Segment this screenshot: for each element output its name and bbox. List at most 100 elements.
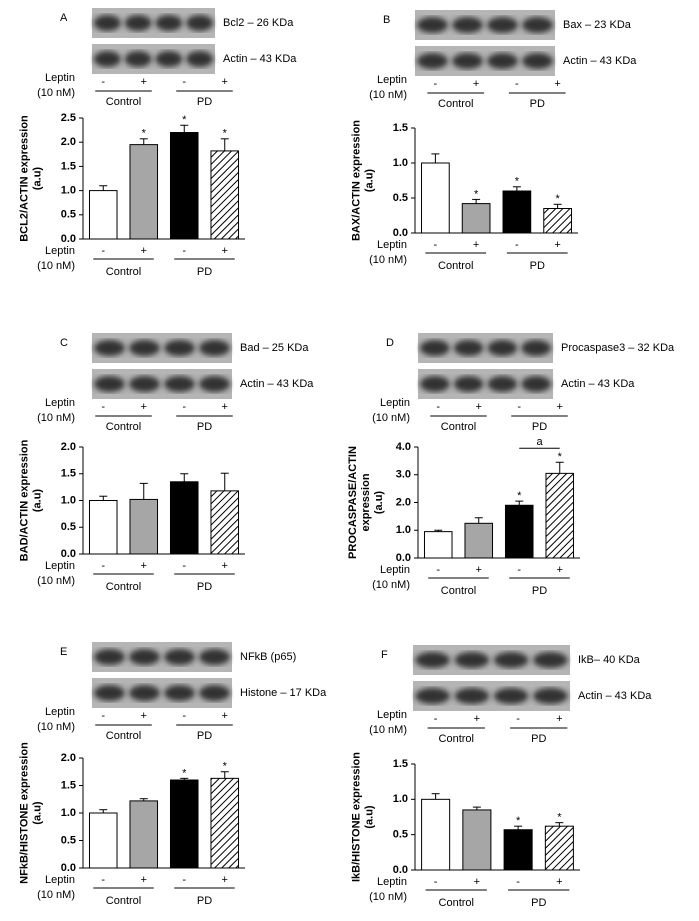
group-label: PD: [197, 266, 212, 278]
significance-mark: *: [474, 188, 479, 200]
bar: [169, 132, 199, 240]
error-bar: [515, 500, 524, 506]
blot-spot: [416, 53, 449, 69]
group-label: Control: [438, 260, 473, 272]
leptin-label: Leptin: [377, 709, 407, 721]
blot-spot: [155, 15, 183, 31]
bar: [462, 809, 492, 871]
bar: [544, 825, 574, 871]
blot-spot: [128, 340, 161, 356]
y-tick-label: 1.0: [61, 494, 76, 506]
blot-sign: -: [515, 78, 519, 90]
leptin-unit: (10 nM): [37, 260, 75, 272]
blot-spot: [521, 53, 554, 69]
x-tick-label: +: [141, 874, 147, 886]
blot-label: Bax – 23 KDa: [563, 19, 632, 31]
y-tick-label: 0.5: [393, 829, 408, 841]
blot-group: PD: [197, 96, 212, 108]
blot-sign: -: [516, 713, 520, 725]
blot-label: Actin – 43 KDa: [561, 378, 635, 390]
bar: [88, 500, 118, 555]
blot-group: Control: [106, 730, 141, 742]
x-tick-label: +: [222, 560, 228, 572]
blot-spot: [163, 649, 196, 665]
error-bar: [555, 461, 564, 474]
blot-spot: [532, 652, 568, 668]
bar: [423, 531, 453, 559]
significance-mark: *: [555, 193, 560, 205]
group-label: PD: [530, 260, 545, 272]
blot-spot: [453, 376, 484, 392]
y-tick-label: 0.0: [61, 233, 76, 245]
blot-sign: +: [554, 78, 560, 90]
bar: [210, 490, 240, 555]
y-tick-label: 0.5: [61, 209, 76, 221]
blot: [413, 645, 570, 675]
blot-spot: [493, 688, 529, 704]
bar: [88, 812, 118, 869]
error-bar: [555, 822, 564, 827]
y-axis-label: (a.u): [363, 805, 375, 829]
group-label: Control: [106, 581, 141, 593]
x-tick-label: -: [182, 245, 186, 257]
leptin-unit: (10 nM): [369, 254, 407, 266]
blot-spot: [124, 51, 152, 67]
y-tick-label: 0.5: [393, 192, 408, 204]
y-tick-label: 4.0: [396, 441, 411, 453]
blot-spot: [486, 53, 519, 69]
comparison-label: a: [536, 436, 543, 448]
error-bar: [512, 186, 521, 191]
blot-group: Control: [106, 421, 141, 433]
blot-label: IkB– 40 KDa: [578, 654, 641, 666]
blot-spot: [521, 376, 552, 392]
blot-sign: -: [101, 76, 105, 88]
blot-spot: [93, 15, 122, 31]
y-axis-label: (a.u): [31, 801, 43, 825]
panel-letter: F: [381, 649, 388, 661]
blot-label: NFkB (p65): [240, 651, 296, 663]
y-tick-label: 3.0: [396, 469, 411, 481]
blot-spot: [163, 340, 196, 356]
blot-spot: [155, 51, 183, 67]
leptin-unit: (10 nM): [37, 575, 75, 587]
x-tick-label: +: [141, 560, 147, 572]
leptin-unit: (10 nM): [372, 579, 410, 591]
blot-spot: [185, 15, 214, 31]
panel-letter: E: [60, 646, 67, 658]
blot: [415, 46, 555, 76]
blot: [415, 10, 555, 40]
significance-mark: *: [516, 815, 521, 827]
y-tick-label: 1.5: [393, 122, 408, 134]
x-tick-label: +: [556, 876, 562, 888]
blot-sign: -: [434, 713, 438, 725]
y-axis-label: BAD/ACTIN expression: [18, 439, 30, 561]
y-tick-label: 0.0: [61, 548, 76, 560]
leptin-label: Leptin: [45, 560, 75, 572]
y-tick-label: 1.0: [396, 524, 411, 536]
group-label: Control: [106, 895, 141, 907]
bar: [88, 190, 118, 240]
blot-spot: [198, 685, 231, 701]
error-bar: [220, 472, 229, 491]
significance-mark: *: [223, 761, 228, 773]
y-axis-label: (a.u): [363, 169, 375, 193]
blot-group: Control: [441, 421, 476, 433]
blot-group: Control: [106, 96, 141, 108]
y-axis-label: expression: [360, 473, 372, 531]
leptin-label: Leptin: [377, 239, 407, 251]
blot-sign: +: [557, 401, 563, 413]
y-axis-label: PROCASPASE/ACTIN: [347, 446, 359, 559]
blot-label: Actin – 43 KDa: [578, 690, 652, 702]
bar: [129, 144, 159, 240]
x-tick-label: -: [434, 876, 438, 888]
blot-group: PD: [531, 733, 546, 745]
bar: [543, 208, 572, 234]
blot-spot: [163, 376, 196, 392]
blot-spot: [451, 53, 484, 69]
blot-spot: [419, 340, 450, 356]
blot-sign: +: [474, 713, 480, 725]
blot-group: Control: [438, 98, 473, 110]
significance-mark: *: [223, 128, 228, 140]
blot-spot: [198, 376, 231, 392]
